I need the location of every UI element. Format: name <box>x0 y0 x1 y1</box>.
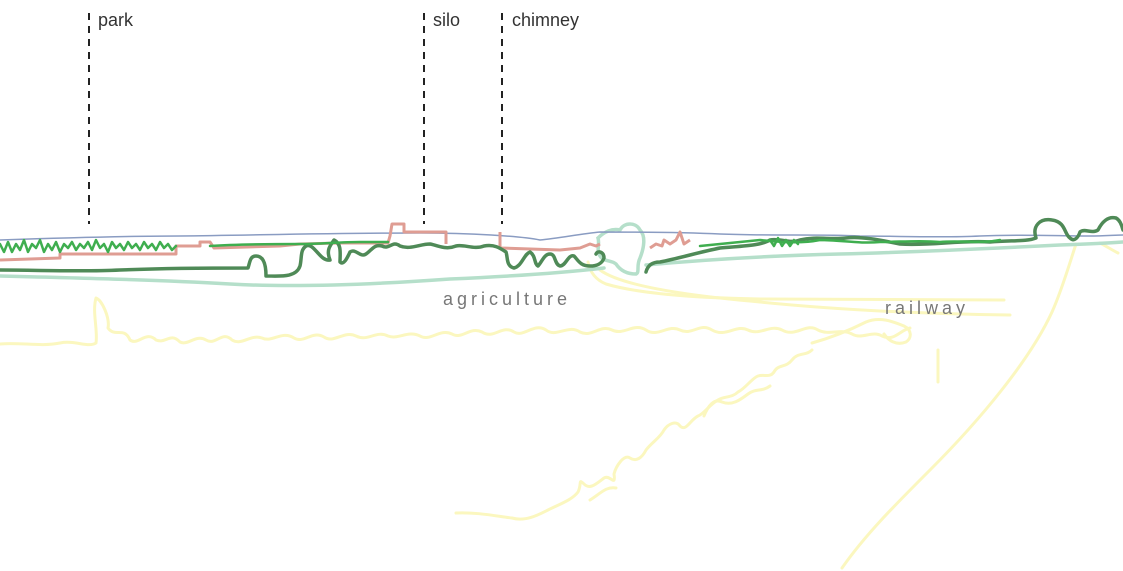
ground-line <box>0 222 1123 288</box>
agriculture-field-lines <box>0 241 1120 570</box>
chimney-label: chimney <box>512 10 579 30</box>
horizon-line <box>0 231 1123 241</box>
railway-label: railway <box>885 298 969 318</box>
silo-label: silo <box>433 10 460 30</box>
park-vegetation <box>0 236 1002 254</box>
park-label: park <box>98 10 134 30</box>
agriculture-label: agriculture <box>443 289 571 309</box>
callout-lines <box>88 13 503 224</box>
dark-tree-canopy-line <box>0 238 606 278</box>
